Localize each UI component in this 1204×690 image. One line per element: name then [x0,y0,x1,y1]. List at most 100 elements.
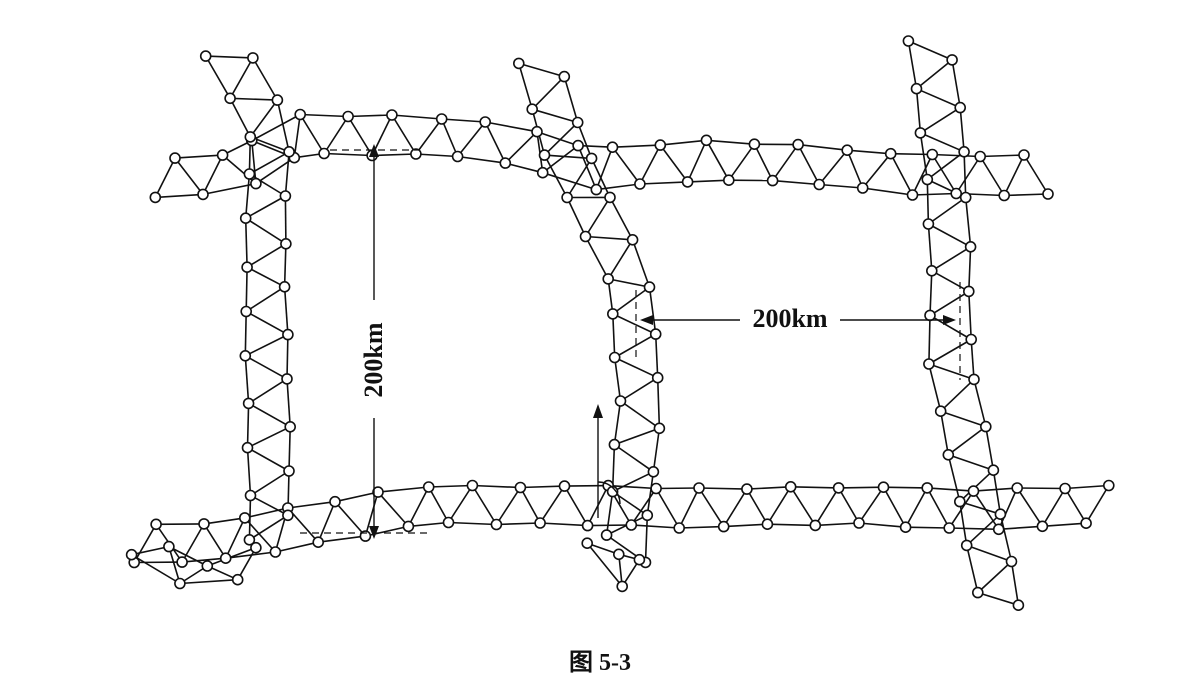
network-edge [566,197,587,237]
station-point [244,131,257,143]
station-point [673,522,686,534]
station-point [198,518,210,530]
network-edge [928,363,942,412]
station-point [490,518,503,531]
network-edge [225,551,276,559]
network-edge [244,218,248,268]
network-edge [1016,487,1044,527]
network-edge [926,487,950,529]
network-edge [723,488,748,528]
station-point [914,127,927,139]
station-point [558,70,571,83]
network-edge [408,521,449,528]
azimuth-arrowhead [593,404,603,418]
station-point [163,540,175,553]
station-point [241,261,253,274]
network-edge [612,144,661,148]
station-point [856,182,869,194]
network-edge [543,154,568,198]
network-edge [929,290,970,317]
station-point [649,328,662,340]
network-edge [612,471,654,493]
station-point [197,188,209,201]
network-edge [655,488,680,529]
network-edge [818,149,848,186]
station-point [1042,188,1054,200]
network-edge [612,286,650,315]
network-edge [999,514,1013,562]
station-point [971,586,984,599]
network-edge [916,87,961,109]
network-edge [639,181,688,185]
station-point [832,482,845,494]
network-edge [595,146,614,190]
station-point [512,57,525,70]
network-edge [246,447,252,496]
network-edge [168,546,181,584]
network-edge [614,427,660,446]
station-point [312,536,325,549]
network-edge [496,522,541,526]
network-edge [949,527,999,531]
network-edge [771,144,799,182]
network-edge [948,454,994,471]
network-edge [837,487,860,524]
station-point [329,495,341,508]
station-point [561,191,573,204]
network-edge [656,487,700,490]
network-edge [518,63,533,110]
station-point [681,176,694,188]
network-edge [928,223,971,248]
station-point [954,101,967,114]
network-edge [174,157,204,195]
station-point [231,573,244,586]
network-edge [586,542,623,587]
station-point [149,191,162,204]
network-edge [428,484,473,488]
network-edge [847,149,891,155]
station-point [402,520,415,533]
network-edge [1064,488,1087,524]
network-edge [652,428,661,472]
station-point [241,441,254,454]
network-edge [133,523,157,563]
network-edge [698,487,747,490]
network-edge [814,487,840,526]
network-edge [246,243,287,268]
network-edge [244,355,288,380]
station-point [239,349,252,362]
vertical-dimension: 200km [300,144,430,539]
network-edge [203,523,227,559]
network-edge [968,291,972,340]
network-edge [587,524,632,527]
network-edge [364,491,379,537]
station-point [1012,599,1025,612]
network-edge [977,591,1019,606]
network-edge [883,486,928,489]
network-edge [659,144,689,183]
station-point [946,54,958,66]
network-edge [966,513,1001,546]
network-edge [980,154,1025,158]
network-edge [577,145,598,190]
station-point [641,509,654,522]
station-point [250,541,262,554]
network-edge [248,173,286,197]
network-edge [203,517,245,525]
station-point [451,150,464,163]
station-point [616,580,629,593]
station-point [987,464,1000,477]
network-edge [951,59,961,108]
station-point [499,157,512,169]
network-edge [648,286,657,335]
network-edge [564,484,609,487]
network-edge [927,487,974,492]
network-edge [679,525,724,529]
station-point [950,187,963,200]
network-edge [248,514,289,541]
network-edge [318,535,366,543]
station-point [538,149,551,161]
network-edge [348,114,392,118]
network-edge [931,246,972,272]
